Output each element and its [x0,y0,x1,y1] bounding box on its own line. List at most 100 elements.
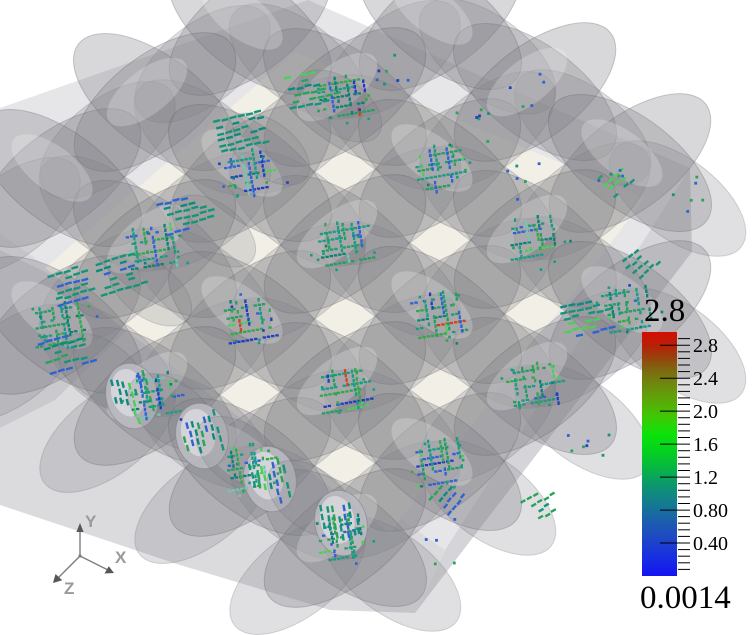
glyph-dot [138,401,143,404]
yarn-highlight [11,134,93,202]
glyph-dot [426,183,430,187]
glyph-dot [253,451,256,456]
glyph-dot [451,155,454,158]
glyph-dot [322,239,326,242]
glyph-dot [63,269,71,274]
glyph-dot [38,334,41,337]
glyph-dot [425,317,429,321]
glyph-dot [421,463,424,467]
glyph-dot [608,325,616,330]
glyph-dot [430,457,433,462]
colorbar-tick-label: 0.80 [693,500,728,522]
glyph-dot [416,309,420,313]
glyph-dot [232,121,240,126]
glyph-dot [338,516,342,523]
glyph-dot [204,425,209,433]
glyph-dot [580,326,588,331]
glyph-dot [513,404,518,407]
glyph-dot [81,333,84,338]
glyph-dot [332,558,336,561]
glyph-dot [152,240,155,244]
glyph-dot [456,176,459,179]
glyph-dot [523,241,527,245]
glyph-dot [448,326,451,331]
x-axis-line [79,555,109,571]
glyph-dot [164,201,172,206]
glyph-dot [326,239,331,242]
glyph-dot [271,461,275,469]
glyph-dot [159,255,164,259]
glyph-dot [532,492,539,498]
glyph-dot [339,524,343,532]
glyph-dot [143,261,147,265]
glyph-dot [247,191,250,195]
glyph-dot [169,261,173,264]
glyph-dot [357,221,360,225]
glyph-dot [515,164,519,168]
glyph-dot [433,144,436,149]
glyph-dot [455,111,459,115]
glyph-dot [81,295,89,301]
glyph-dot [451,491,457,498]
glyph-dot [629,178,636,184]
glyph-dot [256,464,260,467]
glyph-dot [517,401,521,405]
glyph-dot [141,394,144,398]
glyph-dot [160,397,163,401]
glyph-dot [345,556,349,559]
glyph-dot [607,433,611,437]
glyph-dot [182,436,187,443]
glyph-dot [283,470,287,474]
glyph-dot [220,443,225,451]
glyph-dot [257,303,262,306]
glyph-dot [131,227,134,232]
glyph-dot [357,225,361,230]
yarn-end-streaks [319,502,361,541]
glyph-dot [251,329,255,332]
glyph-dot [255,479,258,483]
glyph-dot [686,210,690,213]
glyph-dot [328,558,332,562]
glyph-dot [370,397,374,400]
glyph-dot [566,434,570,437]
glyph-dot [433,462,437,465]
glyph-dot [325,264,329,267]
glyph-dot [334,553,337,558]
glyph-dot [457,158,462,161]
glyph-dot [611,310,614,314]
glyph-dot [258,126,266,131]
glyph-dot [630,327,634,330]
glyph-dot [169,236,173,239]
glyph-dot [169,222,172,227]
glyph-dot [453,479,458,482]
glyph-dot [478,114,481,118]
glyph-dot [292,100,300,104]
glyph-dot [535,228,538,232]
glyph-dot [131,242,135,245]
glyph-dot [148,379,152,382]
glyph-dot [354,245,357,250]
glyph-dot [429,187,434,190]
glyph-dot [438,185,442,189]
glyph-dot [143,400,147,403]
glyph-dot [238,319,241,323]
glyph-dot [282,464,286,472]
glyph-cluster [317,74,375,125]
color-legend[interactable]: 2.8 0.40 0.80 1.2 1.6 2.0 2.4 2.8 0.0014 [640,295,752,635]
glyph-dot [359,527,362,531]
glyph-dot [88,287,96,292]
glyph-dot [531,255,536,258]
glyph-dot [352,555,355,559]
glyph-dot [448,143,452,147]
glyph-dot [55,295,64,301]
glyph-dot [585,444,589,448]
glyph-dot [228,184,232,188]
glyph-dot [431,462,434,466]
glyph-dot [428,483,432,486]
glyph-dot [617,292,622,295]
glyph-dot [444,304,447,308]
glyph-dot [537,219,540,224]
glyph-dot [618,169,622,172]
